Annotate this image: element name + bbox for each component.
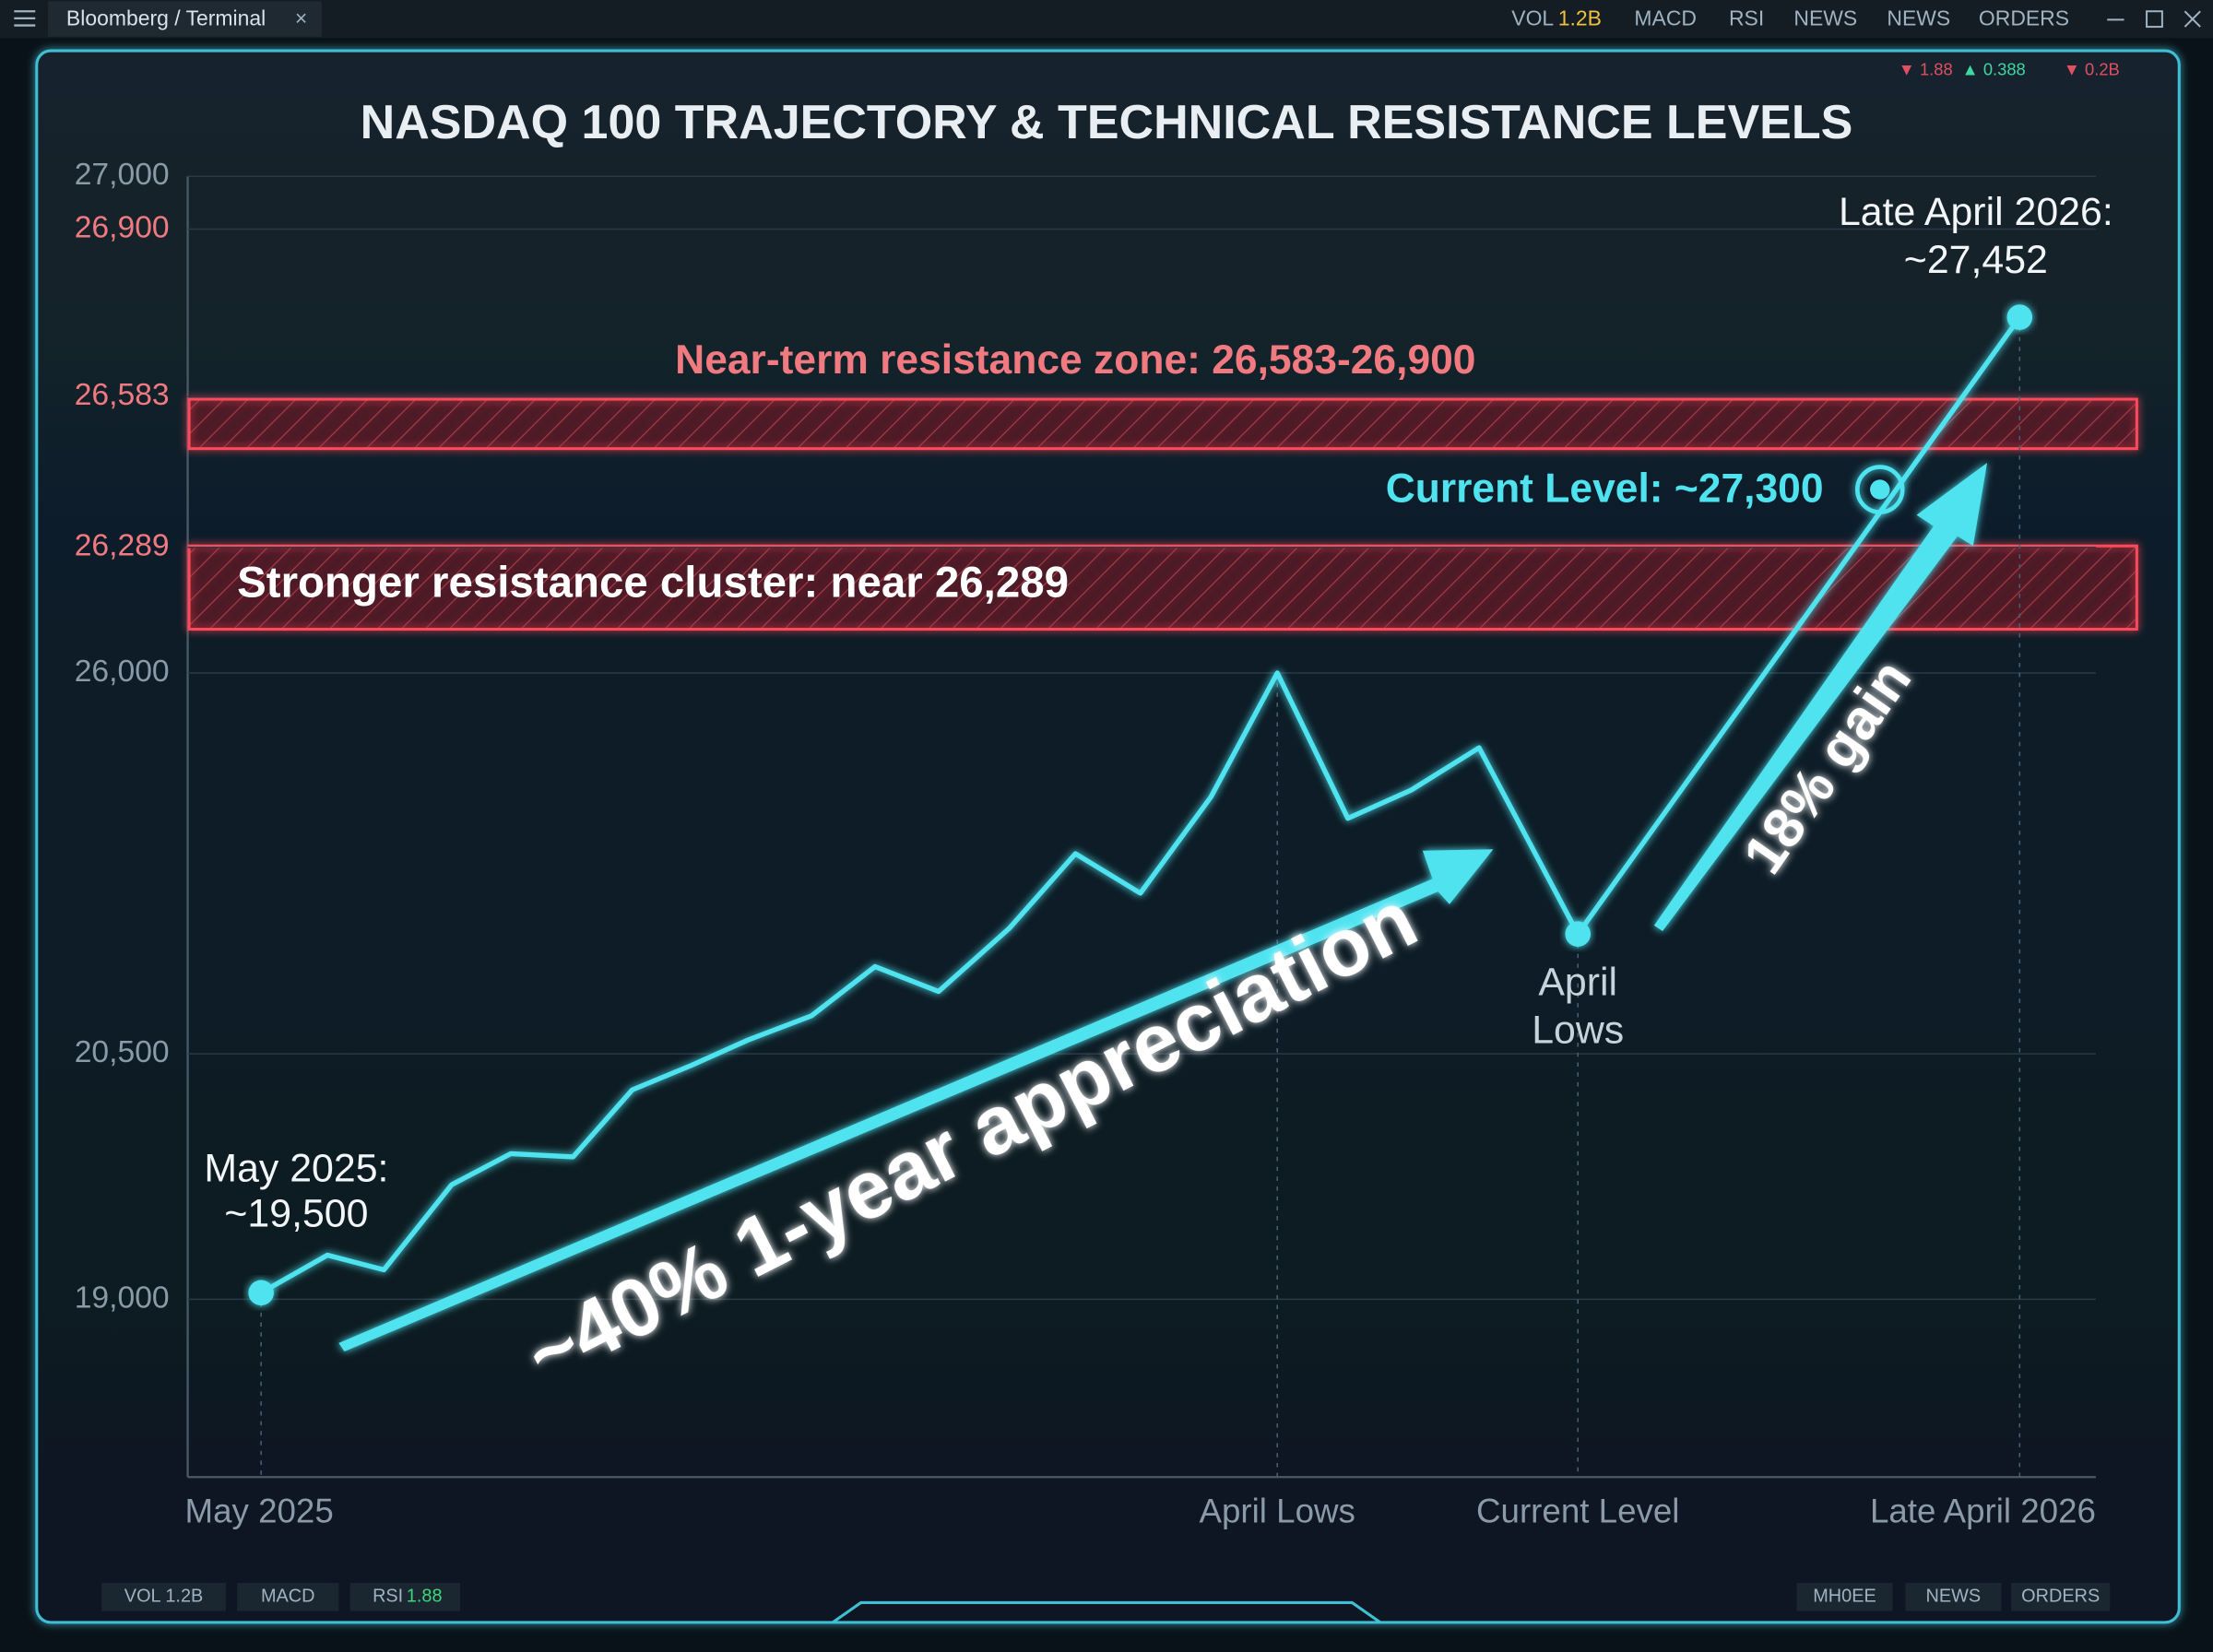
current-level-ring <box>1854 465 1905 514</box>
annotation: Stronger resistance cluster: near 26,289 <box>237 559 1069 608</box>
chart-title: NASDAQ 100 TRAJECTORY & TECHNICAL RESIST… <box>361 96 1853 149</box>
button-label: ORDERS <box>2021 1587 2100 1607</box>
top-tab[interactable]: 1.2B <box>1558 6 1602 30</box>
panel-frame <box>35 49 2181 1624</box>
button-label: 1.88 <box>407 1587 443 1607</box>
y-tick-label: 26,289 <box>75 529 170 563</box>
button-label: MACD <box>261 1587 315 1607</box>
top-tab[interactable]: VOL <box>1511 6 1554 30</box>
y-tick-label: 26,583 <box>75 378 170 412</box>
window-controls[interactable] <box>2107 10 2201 29</box>
top-tab[interactable]: NEWS <box>1887 6 1950 30</box>
key-point <box>248 1280 274 1306</box>
x-tick-label: Current Level <box>1476 1493 1679 1530</box>
menu-icon[interactable] <box>14 10 36 27</box>
annotation: ~19,500 <box>224 1191 368 1235</box>
current-level-dot <box>1870 479 1890 500</box>
top-tab[interactable]: ORDERS <box>1979 6 2069 30</box>
button-label: MH0EE <box>1813 1587 1876 1607</box>
button-label: VOL 1.2B <box>124 1587 203 1607</box>
x-tick-label: Late April 2026 <box>1870 1493 2096 1530</box>
close-tab[interactable]: × <box>295 6 307 30</box>
button[interactable] <box>349 1583 460 1611</box>
top-tab[interactable]: NEWS <box>1793 6 1857 30</box>
key-point <box>1565 921 1591 947</box>
button-label: NEWS <box>1926 1587 1982 1607</box>
annotation: Late April 2026: <box>1839 190 2113 234</box>
annotation: Lows <box>1532 1009 1624 1053</box>
x-tick-label: May 2025 <box>185 1493 334 1530</box>
stat: ▼ 1.88 <box>1899 59 1953 78</box>
y-tick-label: 27,000 <box>75 158 170 192</box>
annotation: May 2025: <box>204 1146 388 1190</box>
button[interactable] <box>1905 1583 2002 1611</box>
frame-notch <box>832 1600 1381 1624</box>
y-tick-label: 26,900 <box>75 210 170 244</box>
annotation: ~27,452 <box>1904 238 2048 282</box>
window-title: Bloomberg / Terminal <box>66 6 266 30</box>
stat: ▲ 0.388 <box>1962 59 2026 78</box>
resistance-band <box>187 544 2138 631</box>
button[interactable] <box>1796 1583 1893 1611</box>
top-tab[interactable]: MACD <box>1634 6 1697 30</box>
button[interactable] <box>237 1583 339 1611</box>
y-tick-label: 20,500 <box>75 1035 170 1069</box>
y-tick-label: 26,000 <box>75 655 170 689</box>
x-tick-label: April Lows <box>1200 1493 1355 1530</box>
annotation: April <box>1538 960 1617 1004</box>
button[interactable] <box>101 1583 226 1611</box>
button[interactable] <box>2011 1583 2111 1611</box>
annotation: Near-term resistance zone: 26,583-26,900 <box>675 337 1475 383</box>
button-label: RSI <box>373 1587 403 1607</box>
top-tab[interactable]: RSI <box>1729 6 1764 30</box>
annotation: Current Level: ~27,300 <box>1386 466 1824 511</box>
title-bar <box>0 0 2213 39</box>
resistance-band <box>187 397 2138 451</box>
window-tab[interactable] <box>48 1 322 37</box>
trend-arrow <box>1653 462 1988 932</box>
key-point <box>2006 304 2033 330</box>
stat: ▼ 0.2B <box>2064 59 2120 78</box>
price-line <box>259 315 2022 1295</box>
y-tick-label: 19,000 <box>75 1280 170 1315</box>
trend-arrow <box>338 849 1494 1352</box>
